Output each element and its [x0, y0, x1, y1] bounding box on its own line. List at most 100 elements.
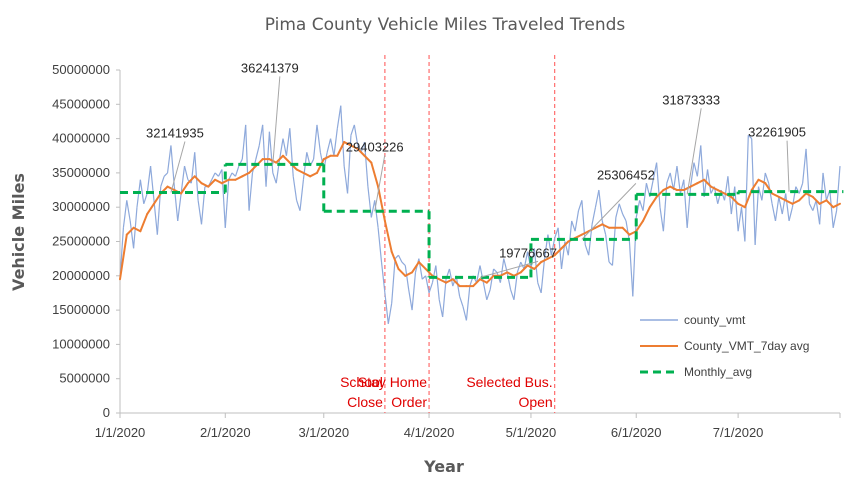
event-label: Stay Home — [358, 374, 427, 390]
county-vmt-7day-segment — [621, 226, 631, 236]
county-vmt-7day-segment — [485, 274, 495, 284]
county-vmt-line-segment — [170, 145, 175, 187]
county-vmt-7day-segment — [377, 185, 386, 222]
monthly-callout-label: 19776667 — [499, 245, 557, 260]
county-vmt-7day-segment — [295, 168, 305, 174]
county-vmt-line-segment — [557, 227, 563, 269]
monthly-callout-label: 32141935 — [146, 126, 204, 141]
county-vmt-7day-segment — [479, 278, 488, 284]
county-vmt-7day-segment — [275, 154, 285, 164]
county-vmt-7day-segment — [322, 154, 332, 161]
county-vmt-line-segment — [676, 165, 681, 194]
county-vmt-line-segment — [679, 179, 685, 194]
y-tick-label: 30000000 — [52, 199, 110, 214]
county-vmt-7day-segment — [771, 192, 780, 198]
county-vmt-7day-segment — [309, 171, 318, 178]
county-vmt-line-segment — [183, 165, 189, 180]
county-vmt-line-segment — [312, 124, 318, 160]
county-vmt-line-segment — [781, 193, 787, 215]
county-vmt-line-segment — [448, 268, 454, 287]
county-vmt-line-segment — [248, 172, 254, 211]
county-vmt-7day-segment — [642, 206, 651, 222]
county-vmt-line-segment — [822, 172, 828, 201]
y-tick-label: 10000000 — [52, 336, 110, 351]
x-axis-title: Year — [423, 457, 464, 476]
county-vmt-line-segment — [757, 186, 763, 201]
county-vmt-line-segment — [642, 183, 648, 211]
county-vmt-line-segment — [530, 248, 535, 270]
plot-area: 0 5000000 10000000 15000000 20000000 25000000… — [52, 55, 844, 440]
county-vmt-line-segment — [798, 183, 804, 194]
county-vmt-7day-segment — [234, 175, 244, 181]
county-vmt-7day-segment — [390, 250, 400, 270]
county-vmt-line-segment — [696, 145, 702, 177]
county-vmt-7day-segment — [757, 178, 767, 185]
county-vmt-7day-segment — [356, 147, 366, 157]
y-tick-label: 20000000 — [52, 268, 110, 283]
county-vmt-7day-segment — [282, 154, 291, 164]
county-vmt-7day-segment — [404, 271, 414, 277]
county-vmt-line-segment — [554, 227, 559, 239]
county-vmt-line-segment — [153, 200, 158, 235]
county-vmt-line-segment — [143, 193, 148, 204]
county-vmt-line-segment — [486, 289, 491, 300]
county-vmt-line-segment — [360, 141, 366, 153]
county-vmt-line-segment — [832, 210, 838, 228]
county-vmt-line-segment — [241, 124, 247, 160]
county-vmt-7day-segment — [540, 257, 549, 264]
county-vmt-7day-segment — [132, 226, 142, 233]
county-vmt-line-segment — [740, 207, 746, 242]
county-vmt-line-segment — [723, 176, 729, 201]
county-vmt-line-segment — [435, 265, 440, 300]
county-vmt-line-segment — [146, 165, 152, 194]
county-vmt-line-segment — [611, 217, 617, 266]
county-vmt-line-segment — [397, 254, 403, 263]
event-label: Order — [391, 394, 427, 410]
callout-leader — [479, 260, 539, 278]
county-vmt-7day-segment — [655, 189, 665, 198]
county-vmt-line-segment — [129, 220, 135, 249]
county-vmt-7day-segment — [119, 233, 128, 281]
y-tick-label: 45000000 — [52, 96, 110, 111]
county-vmt-line-segment — [632, 217, 637, 297]
county-vmt-line-segment — [771, 203, 777, 222]
x-tick-label: 6/1/2020 — [611, 425, 662, 440]
monthly-callout-label: 25306452 — [597, 167, 655, 182]
county-vmt-line-segment — [377, 227, 383, 263]
county-vmt-line-segment — [268, 131, 274, 173]
county-vmt-7day-segment — [512, 271, 522, 277]
county-vmt-7day-segment — [730, 195, 740, 205]
county-vmt-line-segment — [533, 248, 539, 283]
county-vmt-line-segment — [425, 275, 430, 294]
county-vmt-line-segment — [211, 172, 216, 181]
county-vmt-line-segment — [628, 241, 634, 297]
county-vmt-line-segment — [594, 189, 600, 208]
county-vmt-line-segment — [224, 179, 230, 228]
county-vmt-line-segment — [689, 162, 695, 187]
county-vmt-line-segment — [431, 265, 437, 283]
county-vmt-7day-segment — [777, 195, 787, 202]
county-vmt-7day-segment — [574, 233, 583, 240]
county-vmt-7day-segment — [472, 278, 481, 288]
county-vmt-7day-segment — [798, 192, 808, 202]
county-vmt-line-segment — [272, 172, 277, 184]
county-vmt-line-segment — [353, 124, 359, 146]
county-vmt-7day-segment — [533, 261, 543, 270]
county-vmt-line-segment — [516, 261, 522, 273]
y-tick-label: 40000000 — [52, 131, 110, 146]
county-vmt-line-segment — [574, 210, 580, 232]
county-vmt-line-segment — [476, 265, 481, 283]
callout-leader — [170, 141, 186, 193]
county-vmt-line-segment — [550, 237, 556, 256]
county-vmt-7day-segment — [818, 199, 828, 205]
county-vmt-line-segment — [761, 172, 766, 201]
county-vmt-line-segment — [316, 124, 321, 153]
county-vmt-7day-segment — [220, 178, 230, 185]
county-vmt-7day-segment — [214, 178, 223, 185]
county-vmt-line-segment — [808, 203, 814, 211]
county-vmt-7day-segment — [397, 267, 407, 277]
county-vmt-line-segment — [540, 258, 546, 294]
county-vmt-line-segment — [819, 172, 824, 225]
county-vmt-line-segment — [166, 145, 172, 173]
county-vmt-7day-segment — [411, 261, 420, 274]
